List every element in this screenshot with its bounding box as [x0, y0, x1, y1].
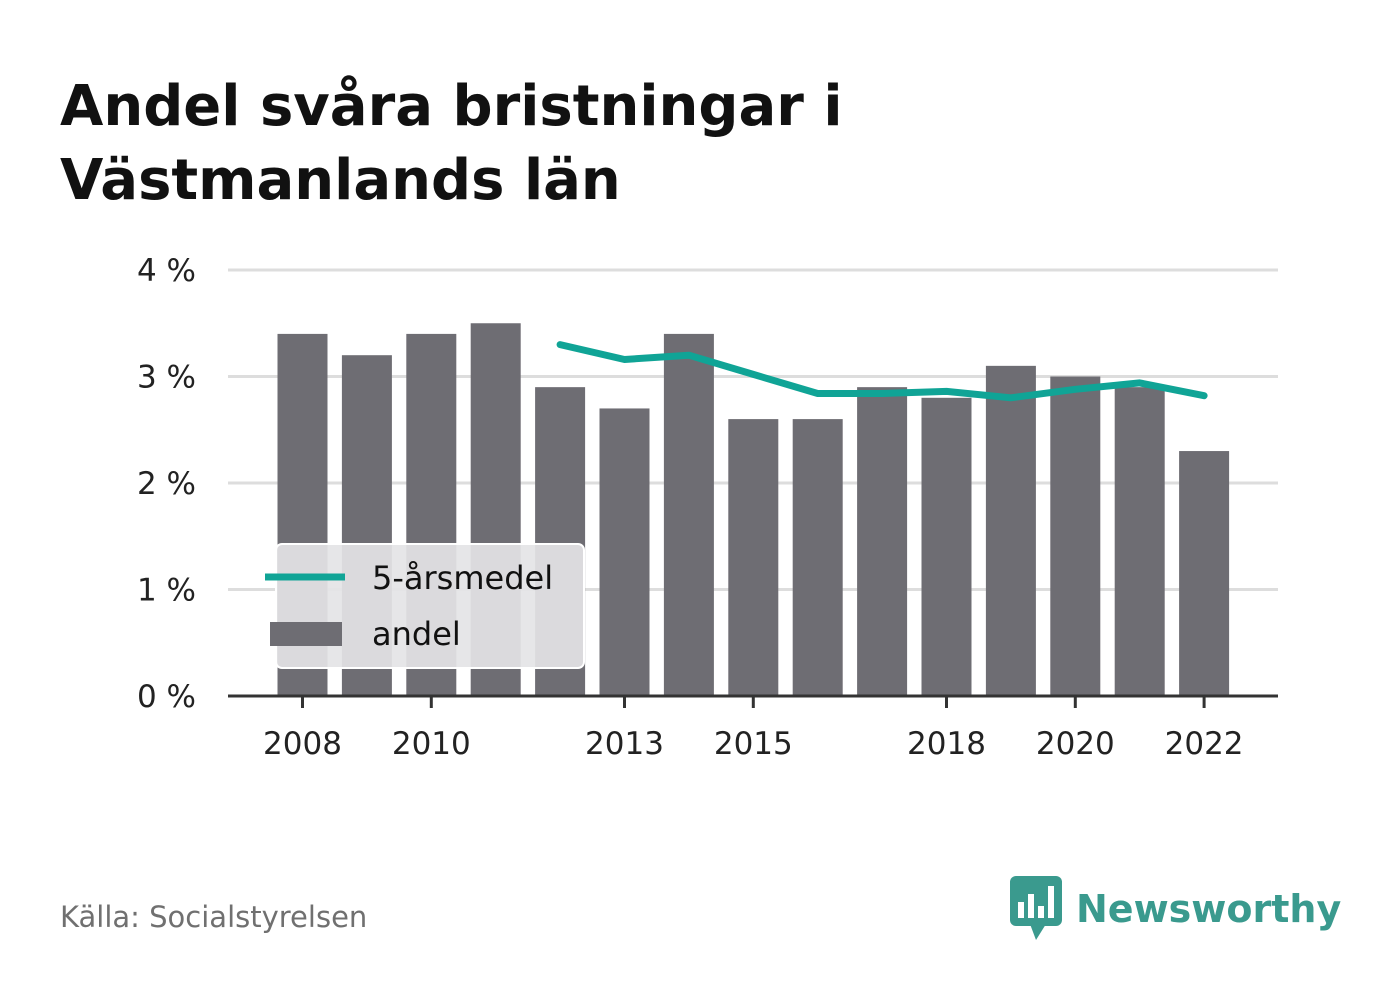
bar [728, 419, 779, 696]
y-tick-label: 0 % [137, 679, 196, 715]
bar [1114, 387, 1165, 696]
legend-swatch-bar [270, 622, 342, 646]
bar [792, 419, 843, 696]
legend-label-line: 5-årsmedel [372, 559, 553, 597]
line-5-year-average [556, 341, 1208, 402]
x-tick-label: 2013 [585, 726, 664, 762]
bar [857, 387, 908, 696]
line-series [556, 341, 1208, 402]
y-tick-label: 1 % [137, 573, 196, 609]
x-tick-label: 2008 [263, 726, 342, 762]
newsworthy-logo[interactable]: Newsworthy [1010, 876, 1341, 942]
bar [1179, 451, 1230, 696]
y-tick-label: 4 % [137, 253, 196, 289]
x-tick-label: 2022 [1165, 726, 1244, 762]
x-tick-label: 2020 [1036, 726, 1115, 762]
bar [599, 408, 650, 696]
bar [663, 333, 714, 696]
title-line-2: Västmanlands län [60, 148, 621, 213]
x-tick-label: 2018 [907, 726, 986, 762]
legend: 5-årsmedel andel [265, 543, 585, 669]
x-tick-label: 2015 [714, 726, 793, 762]
legend-box [275, 543, 585, 669]
bar [1050, 376, 1101, 696]
y-tick-label: 2 % [137, 466, 196, 502]
logo-chart-bubble-icon [1010, 876, 1062, 940]
title-line-1: Andel svåra bristningar i [60, 74, 843, 139]
logo-text: Newsworthy [1076, 887, 1342, 931]
x-tick-label: 2010 [392, 726, 471, 762]
bar [985, 365, 1036, 696]
axes: 0 % 1 % 2 % 3 % 4 % 2008 2010 2013 2015 2018 2020 2… [137, 253, 1278, 762]
legend-label-bar: andel [372, 615, 461, 653]
source-note: Källa: Socialstyrelsen [60, 900, 368, 934]
y-tick-label: 3 % [137, 360, 196, 396]
bar [921, 397, 972, 696]
chart-title: Andel svåra bristningar i Västmanlands l… [60, 70, 1060, 218]
